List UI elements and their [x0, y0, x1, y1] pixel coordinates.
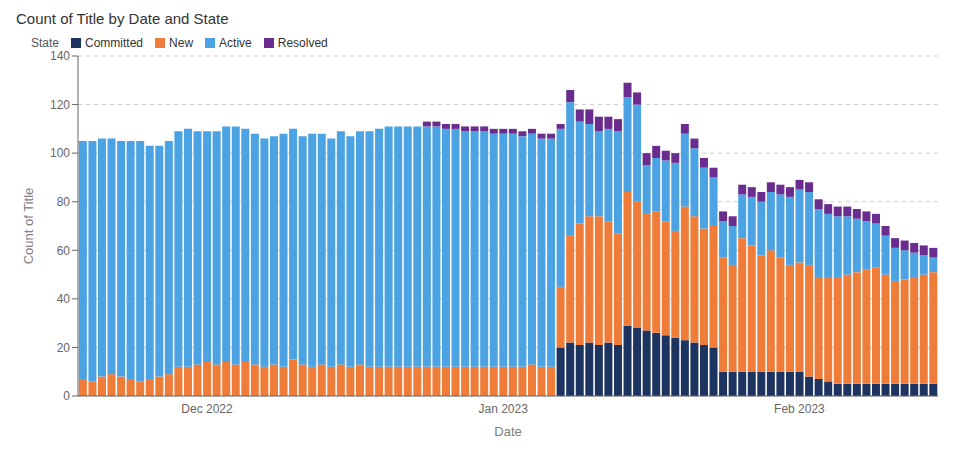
html-text:Active: Active [219, 36, 252, 50]
svg-text:140: 140 [50, 49, 70, 63]
svg-text:100: 100 [50, 146, 70, 160]
svg-text:60: 60 [57, 244, 71, 258]
svg-text:Dec 2022: Dec 2022 [181, 402, 233, 416]
svg-text:0: 0 [63, 389, 70, 403]
html-text:New: New [169, 36, 194, 50]
svg-text:Date: Date [494, 424, 521, 439]
svg-text:Count of Title: Count of Title [21, 188, 36, 265]
html-text:State: State [31, 36, 59, 50]
svg-text:Feb 2023: Feb 2023 [774, 402, 825, 416]
svg-text:20: 20 [57, 341, 71, 355]
svg-text:Jan 2023: Jan 2023 [479, 402, 529, 416]
svg-text:80: 80 [57, 195, 71, 209]
svg-text:120: 120 [50, 98, 70, 112]
html-text:Resolved: Resolved [277, 36, 328, 50]
html-text:Count of Title by Date and Sta: Count of Title by Date and State [16, 10, 229, 27]
svg-text:40: 40 [57, 292, 71, 306]
html-text:Committed: Committed [85, 36, 143, 50]
